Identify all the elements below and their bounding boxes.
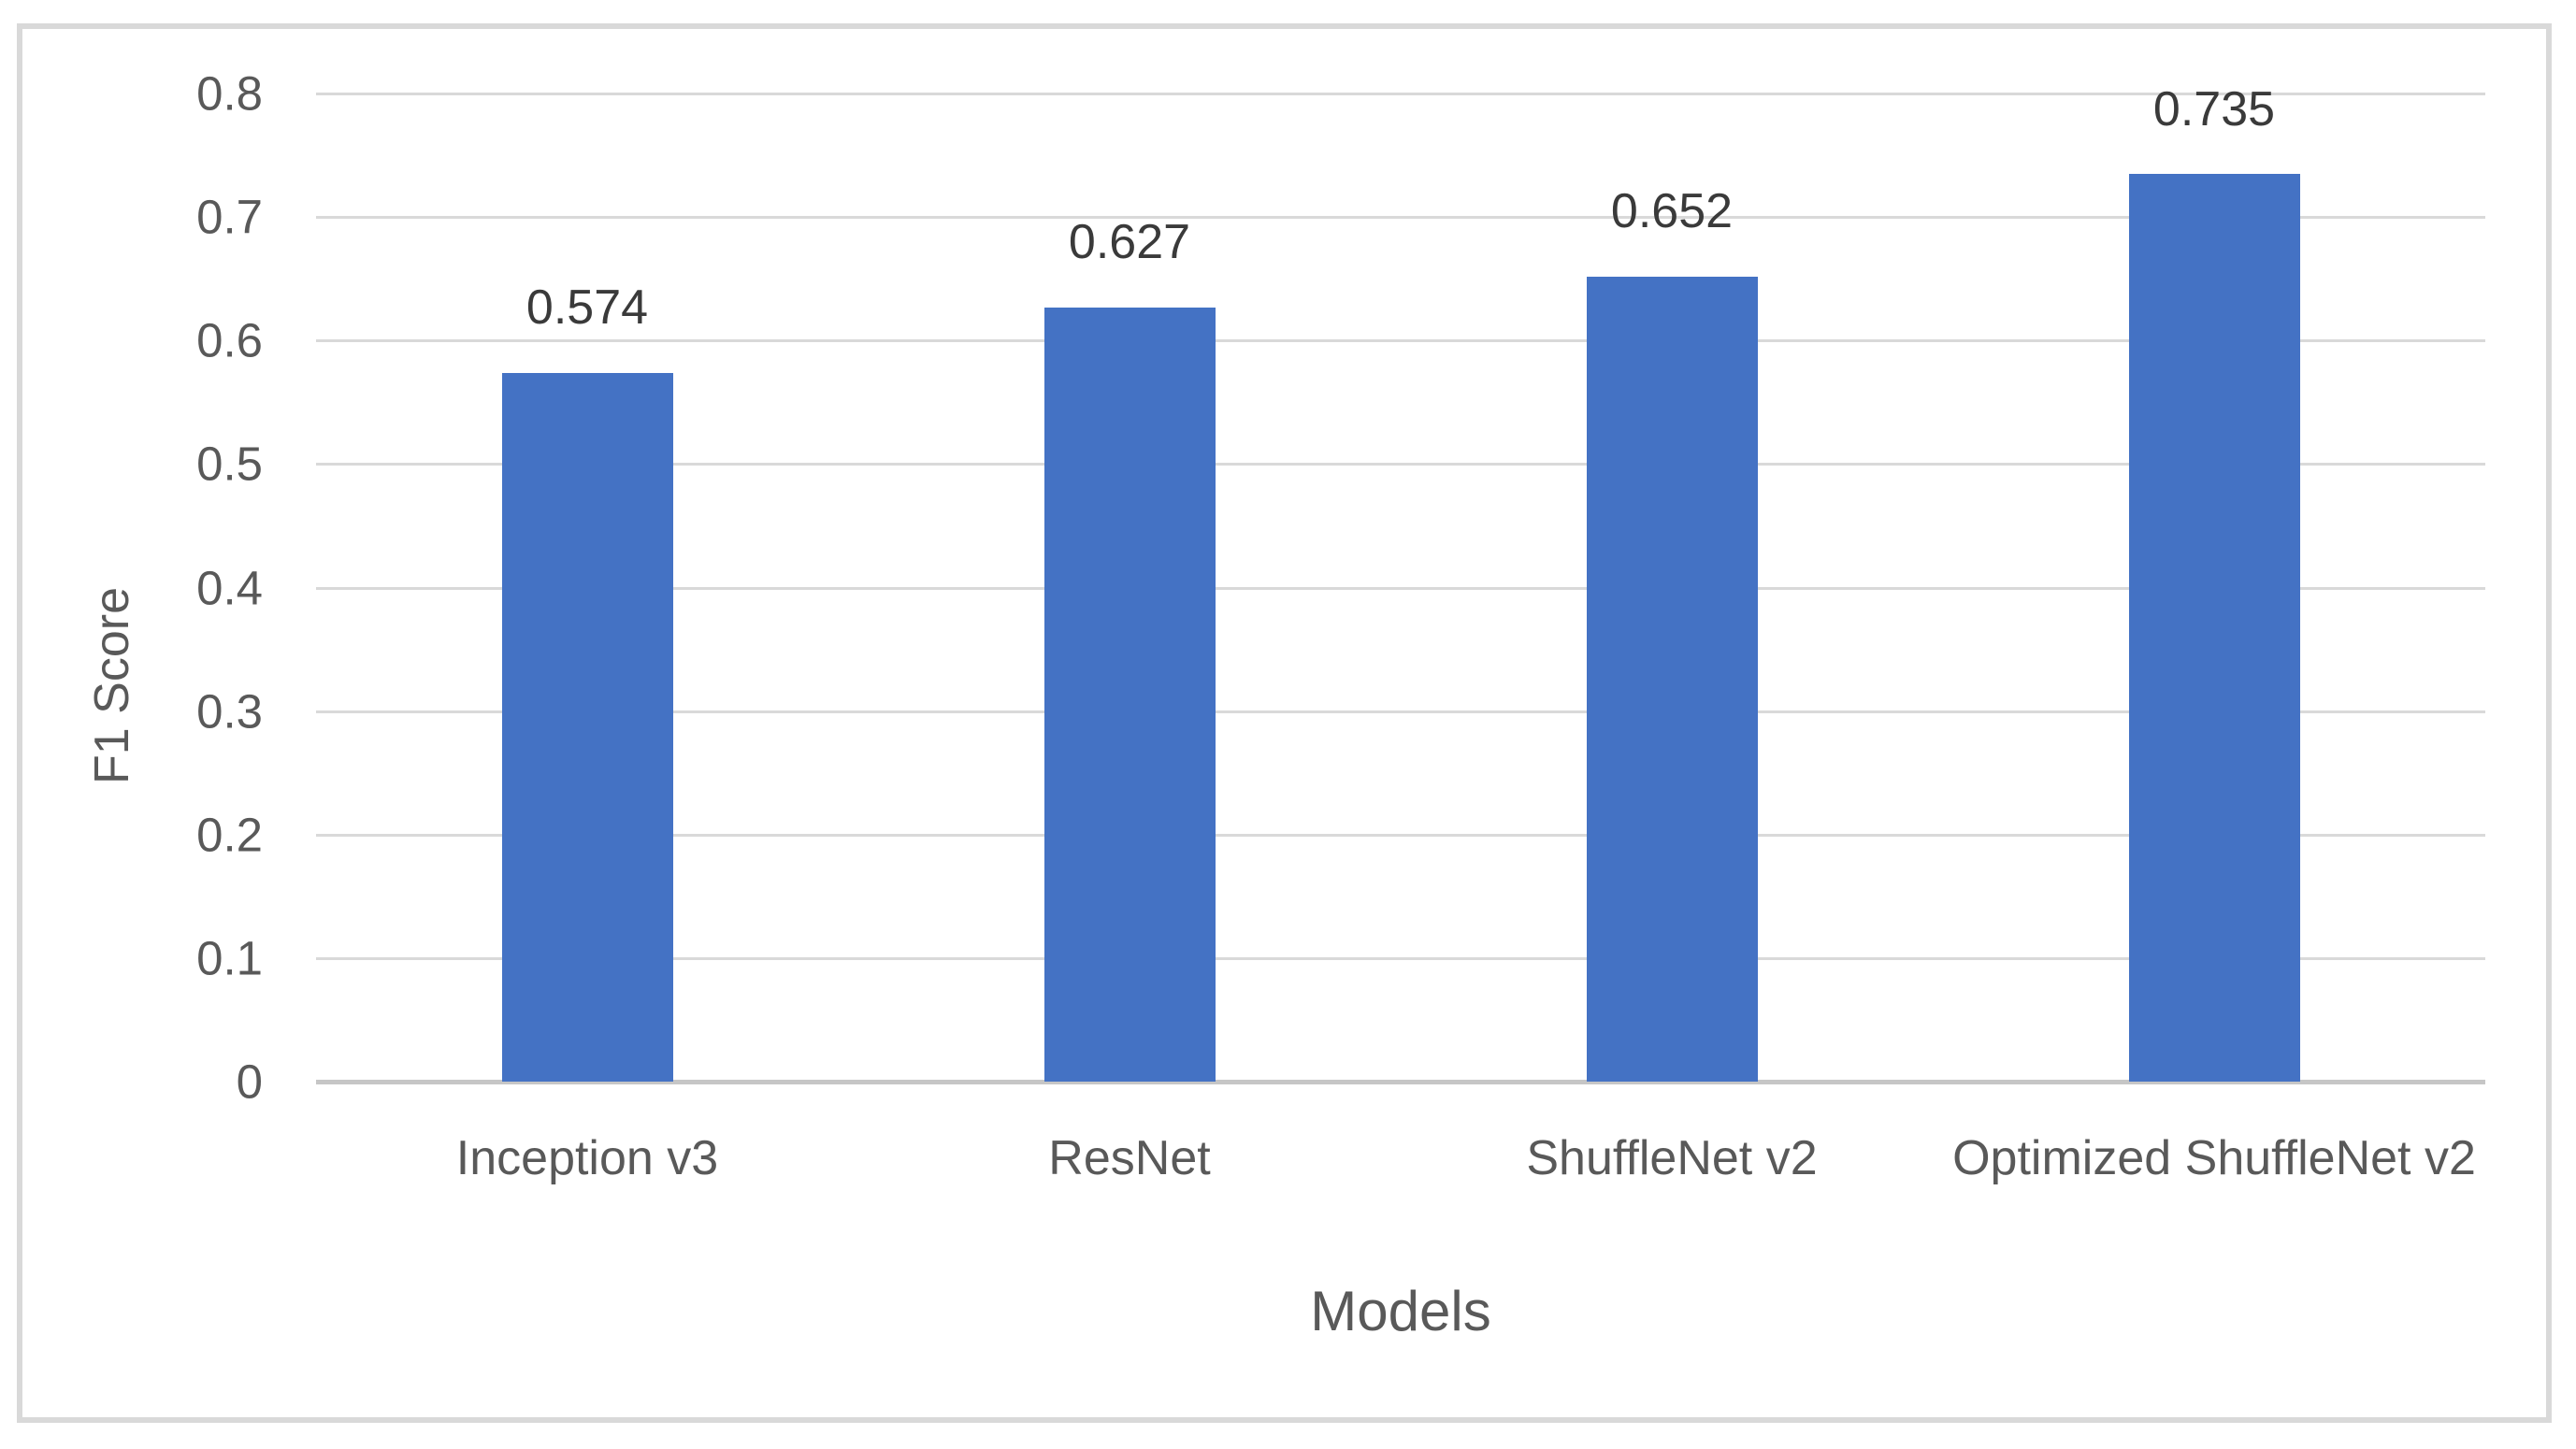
bar-value-label: 0.735 (2152, 81, 2276, 136)
gridline (316, 586, 2485, 590)
x-category-label-shufflenet-v2: ShuffleNet v2 (1401, 1124, 1943, 1194)
bar-value-label: 0.627 (1068, 215, 1191, 270)
x-category-label-optimized-shufflenet-v2: Optimized ShuffleNet v2 (1943, 1124, 2485, 1194)
y-tick-label: 0.8 (196, 66, 263, 121)
gridline (316, 93, 2485, 95)
gridline (316, 339, 2485, 343)
bar-value-label: 0.652 (1610, 184, 1734, 239)
chart-border-box: F1 Score 0 0.1 0.2 0.3 0.4 0.5 0.6 0.7 0.8 0.574… (17, 23, 2552, 1423)
x-category-label-text: Inception v3 (455, 1131, 719, 1185)
x-category-label-text: Optimized ShuffleNet v2 (1952, 1131, 2476, 1185)
y-tick-label: 0.2 (196, 808, 263, 862)
x-category-label-inception-v3: Inception v3 (316, 1124, 858, 1194)
x-axis-category-labels: Inception v3 ResNet ShuffleNet v2 Optimized… (316, 1124, 2485, 1194)
gridline (316, 463, 2485, 466)
plot-area: 0.574 0.627 0.652 0.735 (316, 82, 2485, 1084)
gridline (316, 833, 2485, 837)
y-tick-label: 0.6 (196, 313, 263, 367)
y-tick-label: 0.5 (196, 437, 263, 491)
y-tick-label: 0.3 (196, 684, 263, 739)
x-category-label-text: ShuffleNet v2 (1526, 1131, 1818, 1185)
x-axis-title: Models (1310, 1280, 1491, 1342)
bar-value-label: 0.574 (525, 280, 649, 336)
bar-resnet (1043, 307, 1216, 1082)
y-tick-label: 0.1 (196, 931, 263, 985)
gridline (316, 956, 2485, 960)
y-tick-label: 0.4 (196, 561, 263, 614)
x-axis-line (316, 1080, 2485, 1084)
x-category-label-text: ResNet (1048, 1131, 1211, 1185)
y-axis-tick-labels: 0 0.1 0.2 0.3 0.4 0.5 0.6 0.7 0.8 (22, 67, 263, 1109)
x-category-label-resnet: ResNet (858, 1124, 1401, 1194)
bar-optimized-shufflenet-v2 (2128, 173, 2300, 1082)
y-tick-label: 0 (236, 1054, 263, 1109)
gridline (316, 710, 2485, 713)
bar-inception-v3 (501, 372, 673, 1082)
y-tick-label: 0.7 (196, 190, 263, 244)
gridline (316, 216, 2485, 220)
bar-shufflenet-v2 (1586, 276, 1758, 1082)
